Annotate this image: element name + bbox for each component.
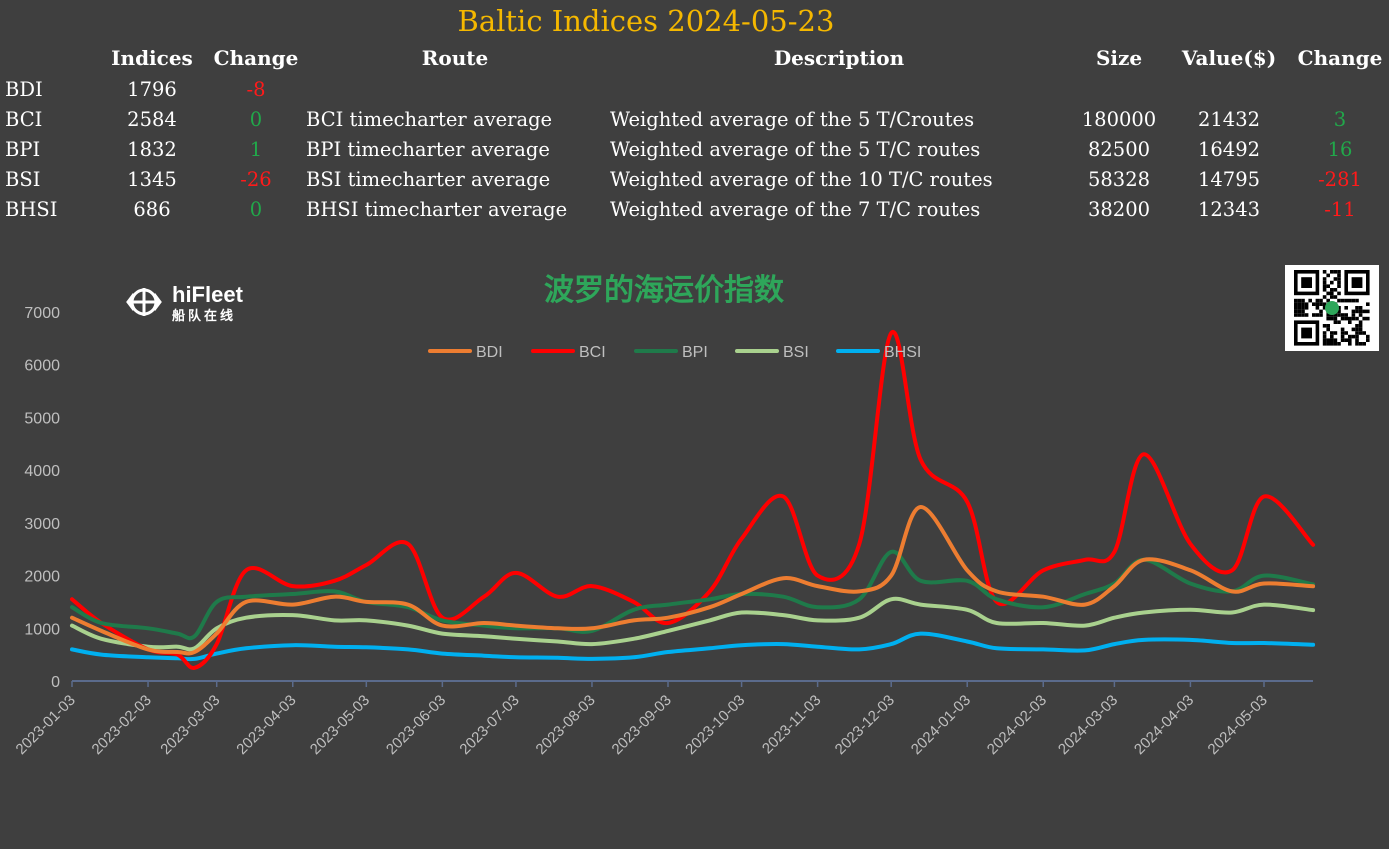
y-tick-label: 5000 <box>24 410 60 427</box>
index-change: 0 <box>249 198 263 221</box>
legend-label-bci: BCI <box>579 344 606 361</box>
route-change: 3 <box>1333 108 1347 131</box>
x-tick-label: 2023-01-03 <box>13 692 79 758</box>
col-header-indices: Indices <box>111 46 193 70</box>
x-tick-label: 2023-04-03 <box>233 692 299 758</box>
y-tick-label: 4000 <box>24 463 60 480</box>
x-tick-label: 2024-05-03 <box>1205 692 1271 758</box>
index-name: BDI <box>5 78 43 101</box>
index-change: 1 <box>249 138 263 161</box>
table-row: BHSI 686 0 BHSI timecharter average Weighted… <box>0 198 1389 228</box>
brand-subtitle: 船队在线 <box>172 308 236 324</box>
index-name: BSI <box>5 168 41 191</box>
x-tick-label: 2023-05-03 <box>307 692 373 758</box>
brand-name: hiFleet <box>172 282 244 307</box>
legend-label-bsi: BSI <box>783 344 809 361</box>
col-header-change: Change <box>213 46 299 70</box>
route-value: 14795 <box>1197 168 1261 191</box>
series-line-bdi <box>70 505 1316 656</box>
x-tick-label: 2024-04-03 <box>1131 692 1197 758</box>
table-row: BSI 1345 -26 BSI timecharter average Weighte… <box>0 168 1389 198</box>
y-tick-label: 0 <box>51 674 60 691</box>
x-tick-label: 2024-01-03 <box>908 692 974 758</box>
index-change: 0 <box>249 108 263 131</box>
x-tick-label: 2023-10-03 <box>682 692 748 758</box>
route-description: Weighted average of the 7 T/C routes <box>610 198 981 221</box>
index-value: 1832 <box>127 138 177 161</box>
series-line-bpi <box>70 549 1316 641</box>
col-header-size: Size <box>1095 46 1143 70</box>
col-header-description: Description <box>773 46 905 70</box>
x-tick-label: 2023-12-03 <box>832 692 898 758</box>
col-header-route: Route <box>421 46 489 70</box>
route-description: Weighted average of the 5 T/C routes <box>610 138 981 161</box>
table-row: BCI 2584 0 BCI timecharter average Weighted … <box>0 108 1389 138</box>
index-change: -8 <box>246 78 266 101</box>
x-tick-label: 2023-03-03 <box>157 692 223 758</box>
col-header-value: Value($) <box>1181 46 1277 70</box>
y-tick-label: 7000 <box>24 305 60 322</box>
index-name: BCI <box>5 108 43 131</box>
index-value: 1345 <box>127 168 177 191</box>
x-tick-label: 2024-02-03 <box>984 692 1050 758</box>
x-tick-label: 2023-02-03 <box>89 692 155 758</box>
page-title: Baltic Indices 2024-05-23 <box>457 4 835 38</box>
hifleet-logo: hiFleet 船队在线 <box>126 280 266 328</box>
legend-label-bdi: BDI <box>476 344 503 361</box>
y-tick-label: 2000 <box>24 569 60 586</box>
qr-code <box>1285 265 1379 351</box>
table-row: BDI 1796 -8 <box>0 78 1389 108</box>
route-name: BPI timecharter average <box>306 138 550 161</box>
x-tick-label: 2023-07-03 <box>456 692 522 758</box>
legend-label-bhsi: BHSI <box>884 344 921 361</box>
y-tick-label: 3000 <box>24 516 60 533</box>
x-tick-label: 2024-03-03 <box>1055 692 1121 758</box>
route-value: 21432 <box>1197 108 1261 131</box>
index-name: BPI <box>5 138 41 161</box>
y-tick-label: 1000 <box>24 621 60 638</box>
index-change: -26 <box>240 168 272 191</box>
table-row: BPI 1832 1 BPI timecharter average Weighted … <box>0 138 1389 168</box>
x-tick-label: 2023-11-03 <box>759 692 824 757</box>
x-tick-label: 2023-08-03 <box>533 692 599 758</box>
route-value: 16492 <box>1197 138 1261 161</box>
index-value: 1796 <box>127 78 177 101</box>
route-change: 16 <box>1327 138 1353 161</box>
route-name: BCI timecharter average <box>306 108 553 131</box>
route-value: 12343 <box>1197 198 1261 221</box>
index-name: BHSI <box>5 198 58 221</box>
vessel-size: 82500 <box>1087 138 1151 161</box>
route-description: Weighted average of the 5 T/Croutes <box>610 108 975 131</box>
legend-label-bpi: BPI <box>682 344 708 361</box>
series-line-bsi <box>70 596 1316 652</box>
series-line-bci <box>70 329 1316 670</box>
route-description: Weighted average of the 10 T/C routes <box>610 168 993 191</box>
vessel-size: 180000 <box>1081 108 1157 131</box>
vessel-size: 58328 <box>1087 168 1151 191</box>
index-value: 2584 <box>127 108 177 131</box>
series-line-bhsi <box>70 631 1316 662</box>
index-value: 686 <box>133 198 171 221</box>
y-tick-label: 6000 <box>24 358 60 375</box>
x-tick-label: 2023-09-03 <box>609 692 675 758</box>
route-change: -281 <box>1318 168 1362 191</box>
route-name: BSI timecharter average <box>306 168 551 191</box>
x-tick-label: 2023-06-03 <box>383 692 449 758</box>
vessel-size: 38200 <box>1087 198 1151 221</box>
col-header-route-change: Change <box>1297 46 1383 70</box>
baltic-indices-chart: 波罗的海运价指数 0 1000 2000 3000 4000 5000 6000 7000 202… <box>13 273 1316 758</box>
route-name: BHSI timecharter average <box>306 198 568 221</box>
chart-title: 波罗的海运价指数 <box>544 273 785 308</box>
route-change: -11 <box>1324 198 1356 221</box>
